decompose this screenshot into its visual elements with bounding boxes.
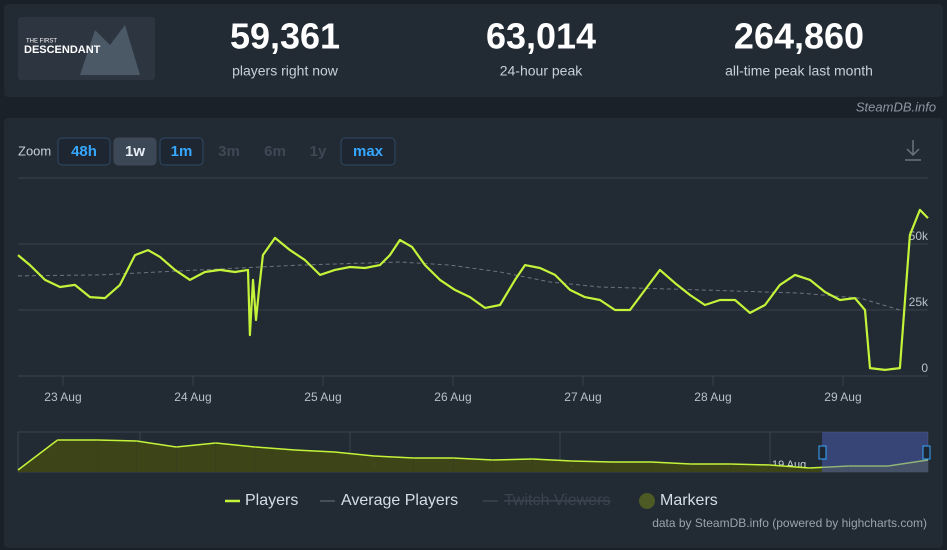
- logo-text: DESCENDANT: [24, 44, 101, 56]
- zoom-button-label[interactable]: 1w: [125, 143, 145, 160]
- x-tick-label: 29 Aug: [824, 390, 861, 404]
- navigator-area: [334, 452, 375, 472]
- x-tick-label: 24 Aug: [174, 390, 211, 404]
- stat-value: 63,014: [486, 16, 596, 57]
- navigator-line: [374, 455, 414, 459]
- navigator-area: [215, 443, 256, 472]
- navigator-area: [532, 459, 572, 472]
- navigator-area: [571, 461, 612, 472]
- players-line: [17, 208, 929, 371]
- stats-panel: [4, 4, 943, 97]
- legend-symbol: [639, 493, 655, 509]
- navigator-area: [769, 465, 810, 472]
- credits[interactable]: data by SteamDB.info (powered by highcha…: [652, 516, 927, 530]
- y-tick-label: 0: [921, 361, 928, 375]
- x-tick-label: 25 Aug: [304, 390, 341, 404]
- navigator-area: [255, 447, 295, 472]
- navigator-area: [651, 462, 691, 472]
- navigator-line: [651, 461, 691, 465]
- logo-art: [80, 25, 140, 75]
- zoom-button-label: 1y: [310, 143, 327, 160]
- chart-panel: [4, 118, 943, 548]
- navigator-line: [492, 458, 533, 461]
- navigator-line: [730, 463, 770, 466]
- legend-label[interactable]: Average Players: [341, 492, 458, 509]
- stat-label: all-time peak last month: [725, 63, 873, 79]
- navigator-line: [809, 465, 849, 469]
- navigator-handle[interactable]: [922, 445, 931, 460]
- navigator-area: [57, 440, 98, 472]
- navigator-area: [809, 466, 849, 472]
- x-tick-label: 27 Aug: [564, 390, 601, 404]
- legend-label[interactable]: Players: [245, 492, 298, 509]
- navigator-area: [136, 441, 177, 472]
- stat-label: 24-hour peak: [500, 63, 584, 79]
- legend-label[interactable]: Markers: [660, 492, 718, 509]
- legend-label[interactable]: Twitch Viewers: [504, 492, 610, 509]
- navigator-area: [176, 443, 216, 472]
- zoom-button-label[interactable]: 48h: [71, 143, 97, 160]
- navigator-area: [848, 466, 889, 472]
- x-tick-label: 23 Aug: [44, 390, 81, 404]
- stat-value: 264,860: [734, 16, 864, 57]
- download-icon[interactable]: [905, 140, 921, 161]
- zoom-button-label: 3m: [218, 143, 240, 160]
- navigator-area: [294, 450, 335, 472]
- stat-label: players right now: [232, 63, 339, 79]
- zoom-button[interactable]: [57, 137, 111, 166]
- navigator-line: [255, 446, 296, 451]
- navigator-area: [97, 440, 137, 472]
- zoom-button-label[interactable]: 1m: [171, 143, 193, 160]
- navigator-area: [888, 460, 928, 472]
- navigator-line: [136, 440, 177, 448]
- stat-value: 59,361: [230, 16, 340, 57]
- y-tick-label: 50k: [909, 229, 929, 243]
- y-tick-label: 25k: [909, 295, 929, 309]
- navigator-line: [571, 460, 612, 463]
- navigator-selection[interactable]: [822, 432, 928, 472]
- navigator-line: [769, 464, 810, 469]
- zoom-button-label: 6m: [264, 143, 286, 160]
- navigator-line: [215, 442, 256, 448]
- navigator-line: [17, 439, 59, 471]
- zoom-button[interactable]: [159, 137, 204, 166]
- navigator-line: [888, 459, 929, 467]
- navigator-area: [611, 462, 652, 472]
- navigator-line: [97, 439, 137, 442]
- navigator-line: [334, 451, 375, 457]
- navigator-line: [453, 457, 493, 461]
- x-tick-label: 26 Aug: [434, 390, 471, 404]
- navigator-area: [453, 458, 493, 472]
- zoom-button-label[interactable]: max: [353, 143, 384, 160]
- navigator-area: [690, 464, 731, 472]
- navigator-line: [532, 458, 572, 462]
- zoom-button[interactable]: [113, 137, 157, 166]
- zoom-button[interactable]: [340, 137, 396, 166]
- navigator-line: [176, 442, 216, 448]
- average-line: [17, 261, 901, 311]
- logo-text: THE FIRST: [26, 39, 57, 45]
- navigator-area: [730, 464, 770, 472]
- navigator-area: [374, 456, 414, 472]
- navigator-area: [413, 458, 454, 472]
- source-link[interactable]: SteamDB.info: [856, 99, 936, 114]
- navigator-line: [294, 449, 335, 453]
- zoom-label: Zoom: [18, 143, 51, 158]
- navigator-area: [492, 459, 533, 472]
- x-tick-label: 28 Aug: [694, 390, 731, 404]
- navigator-handle[interactable]: [818, 445, 827, 460]
